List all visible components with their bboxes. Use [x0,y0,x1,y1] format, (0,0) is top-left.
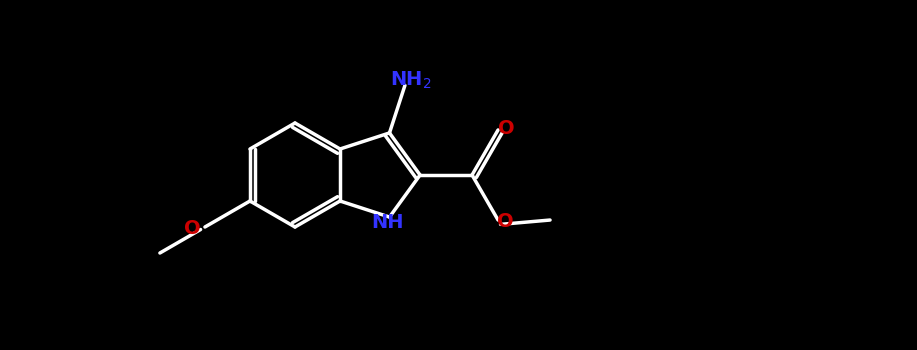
Text: NH$_2$: NH$_2$ [390,70,431,91]
Text: O: O [184,218,201,238]
Text: O: O [497,212,514,231]
Text: NH: NH [371,212,403,232]
Text: O: O [498,119,514,138]
